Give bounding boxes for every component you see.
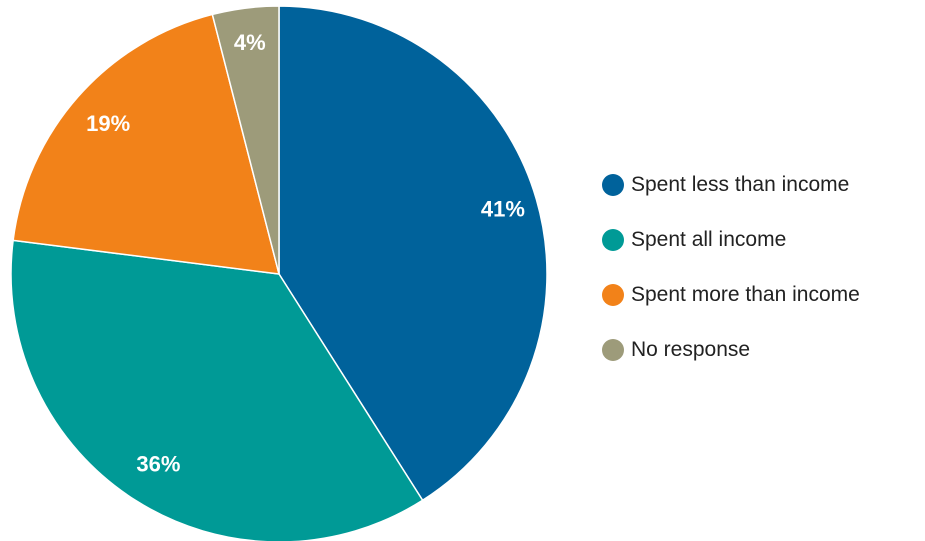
pie-chart: 41% 36% 19% 4%	[10, 5, 548, 541]
legend-label-spent-less: Spent less than income	[631, 173, 850, 196]
pie-label-spent-more-than-income: 19%	[86, 111, 130, 136]
pie-slice-spent-more-than-income	[12, 13, 281, 275]
pie-labels: 41% 36% 19% 4%	[86, 30, 525, 476]
pie-label-spent-less-than-income: 41%	[481, 196, 525, 221]
pie-slice-no-response	[211, 5, 280, 275]
legend-item-spent-all: Spent all income	[602, 226, 860, 254]
legend-label-no-response: No response	[631, 338, 751, 361]
legend-item-spent-less: Spent less than income	[602, 171, 860, 199]
legend-swatch-spent-less	[602, 174, 624, 196]
legend-swatch-spent-more	[602, 284, 624, 306]
legend-label-spent-more: Spent more than income	[631, 283, 860, 306]
legend-label-spent-all: Spent all income	[631, 228, 787, 251]
legend-item-spent-more: Spent more than income	[602, 281, 860, 309]
pie-slice-spent-less-than-income	[278, 5, 548, 502]
pie-slice-spent-all-income	[10, 239, 424, 541]
legend-item-no-response: No response	[602, 336, 860, 364]
chart-legend: Spent less than income Spent all income …	[602, 171, 860, 391]
pie-slices	[10, 5, 548, 541]
legend-swatch-spent-all	[602, 229, 624, 251]
pie-label-spent-all-income: 36%	[136, 452, 180, 477]
legend-swatch-no-response	[602, 339, 624, 361]
pie-label-no-response: 4%	[234, 30, 266, 55]
